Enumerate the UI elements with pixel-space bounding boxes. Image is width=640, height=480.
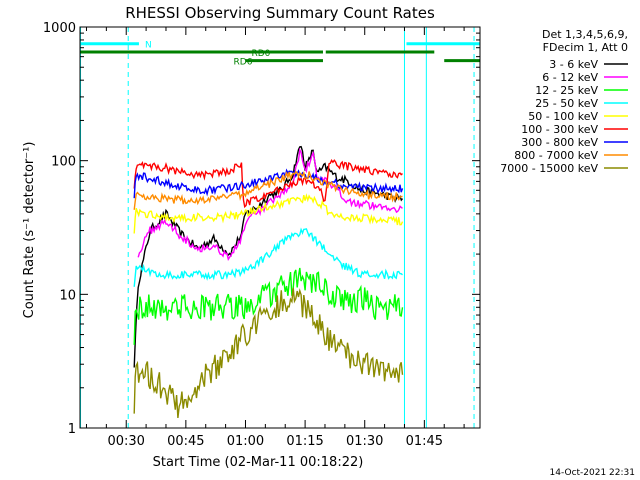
timestamp-footer: 14-Oct-2021 22:31 [550, 468, 635, 478]
legend-label-8: 7000 - 15000 keV [500, 162, 598, 175]
legend-label-4: 50 - 100 keV [528, 110, 598, 123]
x-tick-label-3: 01:15 [286, 434, 323, 449]
chart-title: RHESSI Observing Summary Count Rates [125, 4, 435, 22]
legend-label-5: 100 - 300 keV [521, 123, 598, 136]
y-tick-label-1: 10 [59, 288, 76, 303]
legend-label-0: 3 - 6 keV [549, 58, 598, 71]
x-tick-label-1: 00:45 [167, 434, 204, 449]
state-label-1: RD0 [251, 49, 270, 59]
legend-label-3: 25 - 50 keV [535, 97, 598, 110]
state-label-0: N [145, 41, 152, 51]
x-axis-label: Start Time (02-Mar-11 00:18:22) [153, 455, 364, 470]
x-tick-label-5: 01:45 [406, 434, 443, 449]
series-lines [133, 145, 404, 418]
legend-label-1: 6 - 12 keV [542, 71, 598, 84]
y-tick-label-2: 100 [51, 155, 76, 170]
legend-label-7: 800 - 7000 keV [514, 149, 598, 162]
series-line-0 [133, 145, 404, 368]
legend-label-2: 12 - 25 keV [535, 84, 598, 97]
legend: Det 1,3,4,5,6,9,FDecim 1, Att 0 3 - 6 keV… [500, 28, 628, 175]
series-line-4 [133, 193, 404, 234]
plot-frame [79, 26, 481, 429]
y-tick-label-3: 1000 [43, 21, 76, 36]
series-line-2 [133, 267, 404, 345]
legend-header-1: FDecim 1, Att 0 [543, 41, 628, 54]
series-line-5 [133, 159, 403, 209]
y-tick-label-0: 1 [68, 422, 76, 437]
axes: 00:30 00:45 01:00 01:15 01:30 01:45 1 10 100 1000 [43, 21, 481, 449]
series-line-3 [133, 227, 403, 287]
legend-label-6: 300 - 800 keV [521, 136, 598, 149]
state-label-2: RD6 [234, 58, 253, 68]
legend-header-0: Det 1,3,4,5,6,9, [542, 28, 628, 41]
x-tick-label-0: 00:30 [107, 434, 144, 449]
series-line-7 [133, 170, 403, 210]
series-line-8 [133, 287, 404, 418]
series-line-1 [137, 147, 403, 261]
x-tick-label-4: 01:30 [346, 434, 383, 449]
y-axis-label: Count Rate (s⁻¹ detector⁻¹) [22, 142, 37, 319]
x-tick-label-2: 01:00 [227, 434, 264, 449]
vertical-markers [80, 27, 475, 428]
